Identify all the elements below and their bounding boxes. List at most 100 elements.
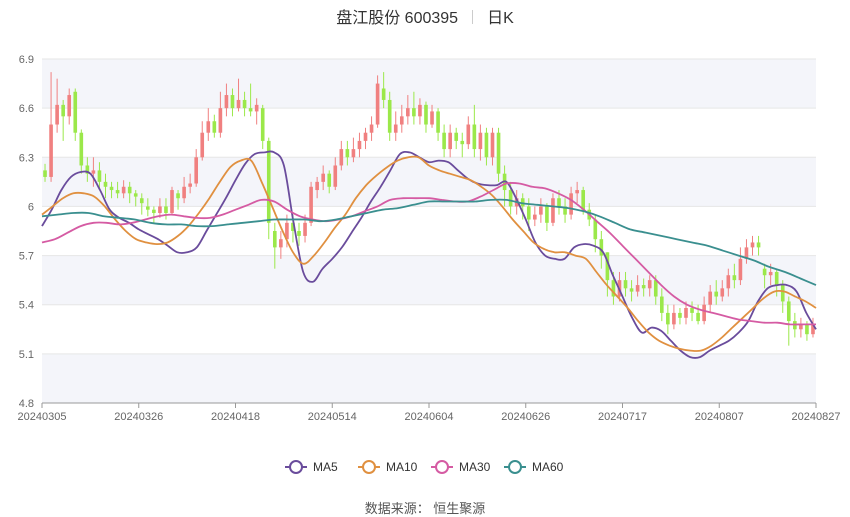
candle-body xyxy=(109,186,114,191)
candle-body xyxy=(768,271,773,276)
candle xyxy=(732,263,737,289)
legend: MA5 MA10 MA30 MA60 xyxy=(285,460,564,474)
candle-body xyxy=(418,104,422,117)
candle-body xyxy=(103,181,108,187)
x-tick-label: 20240326 xyxy=(114,411,163,423)
candle xyxy=(738,247,743,286)
candle xyxy=(472,104,477,158)
candle-body xyxy=(786,301,791,322)
candle xyxy=(690,301,694,322)
candle-body xyxy=(133,193,138,197)
candle xyxy=(412,91,416,125)
candle xyxy=(375,75,380,128)
candle xyxy=(381,72,386,109)
candle-body xyxy=(611,280,616,297)
candle-body xyxy=(774,271,779,286)
candle xyxy=(696,304,700,325)
candle xyxy=(194,149,199,187)
candle xyxy=(345,140,350,166)
x-tick-label: 20240305 xyxy=(18,411,67,423)
candle xyxy=(67,88,72,125)
candle xyxy=(551,193,555,227)
candle-body xyxy=(49,124,53,177)
candle-body xyxy=(67,95,72,117)
y-tick-label: 6.6 xyxy=(19,103,34,115)
candle xyxy=(569,186,573,220)
candle-body xyxy=(424,104,428,125)
candle-body xyxy=(158,206,162,213)
y-tick-label: 5.1 xyxy=(19,349,34,361)
candle xyxy=(61,99,65,141)
candle xyxy=(387,91,392,141)
candle-body xyxy=(315,181,319,191)
legend-marker xyxy=(289,460,303,474)
candle xyxy=(520,193,525,220)
candle-body xyxy=(436,111,440,133)
candle-body xyxy=(756,242,761,248)
candle xyxy=(218,91,223,138)
candle xyxy=(659,288,664,322)
candle xyxy=(97,162,102,191)
candle xyxy=(399,104,404,133)
candle-body xyxy=(164,206,168,213)
candle xyxy=(188,173,192,194)
candle-body xyxy=(762,268,767,276)
candle-body xyxy=(260,108,265,141)
candle-body xyxy=(472,124,477,150)
candle xyxy=(545,203,549,231)
candle xyxy=(79,129,84,174)
legend-item-ma30: MA30 xyxy=(431,460,491,474)
y-tick-label: 6.3 xyxy=(19,152,34,164)
candle xyxy=(164,198,168,220)
candle-body xyxy=(351,149,356,158)
candle xyxy=(575,181,579,204)
y-tick-label: 4.8 xyxy=(19,398,34,410)
candle-body xyxy=(726,275,731,289)
candle xyxy=(436,108,440,141)
candle-body xyxy=(254,104,259,112)
candle xyxy=(666,304,670,335)
candle xyxy=(133,190,138,207)
candle xyxy=(315,176,319,199)
candle-body xyxy=(357,140,362,150)
candle xyxy=(780,280,785,313)
candle-body xyxy=(406,108,410,117)
candle-body xyxy=(811,324,815,335)
candle-body xyxy=(569,193,573,215)
candle xyxy=(799,317,803,338)
candle-body xyxy=(653,280,658,297)
candle xyxy=(454,127,459,150)
legend-label: MA30 xyxy=(459,460,491,474)
candle xyxy=(139,193,144,215)
candle-body xyxy=(224,95,229,109)
candle xyxy=(744,239,749,264)
candle xyxy=(200,121,205,161)
x-tick-label: 20240514 xyxy=(308,411,357,423)
candle-body xyxy=(575,190,579,194)
candle xyxy=(212,114,217,138)
candle xyxy=(176,190,180,210)
candle-body xyxy=(460,140,465,145)
candle-body xyxy=(533,214,537,220)
candle xyxy=(623,271,628,297)
candle-body xyxy=(702,304,706,322)
legend-item-ma5: MA5 xyxy=(285,460,338,474)
x-tick-label: 20240717 xyxy=(598,411,647,423)
candle-body xyxy=(345,149,350,158)
candle xyxy=(418,98,422,125)
candle xyxy=(756,235,761,256)
candle-body xyxy=(629,288,634,292)
candle xyxy=(369,116,374,141)
candle-body xyxy=(520,198,525,207)
candle-body xyxy=(623,280,628,289)
candle-body xyxy=(297,231,301,236)
candle xyxy=(260,104,265,150)
candle xyxy=(678,307,682,325)
candle-body xyxy=(478,132,483,150)
candle xyxy=(266,137,271,240)
candle-body xyxy=(152,209,156,213)
candle xyxy=(170,186,174,215)
candle xyxy=(539,198,543,223)
candle-body xyxy=(387,99,392,133)
